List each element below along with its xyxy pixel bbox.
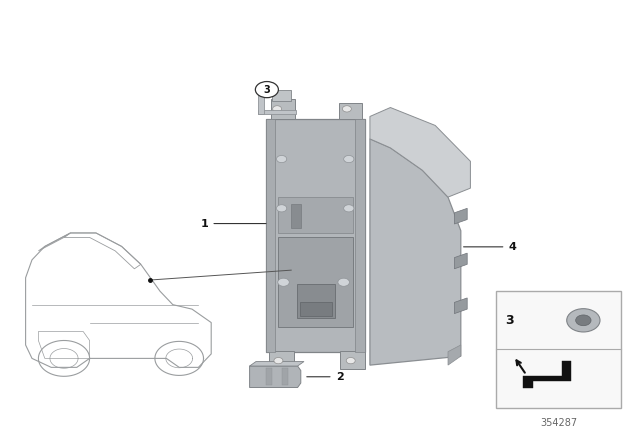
Text: 3: 3 bbox=[506, 314, 514, 327]
Circle shape bbox=[344, 155, 354, 163]
Circle shape bbox=[344, 205, 354, 212]
Text: 354287: 354287 bbox=[540, 418, 577, 428]
Bar bbox=[339, 103, 362, 119]
Bar bbox=[278, 237, 353, 327]
Text: 3: 3 bbox=[264, 85, 270, 95]
Circle shape bbox=[567, 309, 600, 332]
Polygon shape bbox=[454, 253, 467, 269]
Circle shape bbox=[273, 106, 282, 112]
Bar bbox=[297, 284, 335, 318]
Bar bbox=[300, 302, 332, 316]
Circle shape bbox=[278, 278, 289, 286]
Bar bbox=[496, 291, 621, 408]
Bar bbox=[340, 351, 365, 369]
Bar bbox=[258, 110, 296, 114]
Circle shape bbox=[342, 106, 351, 112]
Bar bbox=[272, 90, 291, 101]
Polygon shape bbox=[448, 345, 461, 365]
Bar bbox=[266, 119, 365, 352]
Bar bbox=[271, 99, 295, 119]
Text: 1: 1 bbox=[200, 219, 208, 228]
Circle shape bbox=[346, 358, 355, 364]
Circle shape bbox=[274, 358, 283, 364]
Polygon shape bbox=[370, 139, 461, 365]
Bar bbox=[291, 204, 301, 228]
Polygon shape bbox=[454, 298, 467, 314]
Bar bbox=[282, 368, 288, 385]
Text: 4: 4 bbox=[509, 242, 516, 252]
Polygon shape bbox=[370, 108, 470, 197]
Circle shape bbox=[255, 82, 278, 98]
Polygon shape bbox=[250, 366, 301, 388]
Polygon shape bbox=[250, 362, 304, 366]
Circle shape bbox=[576, 315, 591, 326]
Bar bbox=[266, 368, 272, 385]
Bar bbox=[266, 119, 275, 352]
Bar bbox=[278, 197, 353, 233]
Polygon shape bbox=[454, 208, 467, 224]
Polygon shape bbox=[524, 361, 572, 388]
Circle shape bbox=[276, 205, 287, 212]
Circle shape bbox=[276, 155, 287, 163]
Bar bbox=[355, 119, 365, 352]
Circle shape bbox=[338, 278, 349, 286]
Bar bbox=[258, 92, 264, 114]
Bar bbox=[269, 351, 294, 369]
Text: 2: 2 bbox=[336, 372, 344, 382]
